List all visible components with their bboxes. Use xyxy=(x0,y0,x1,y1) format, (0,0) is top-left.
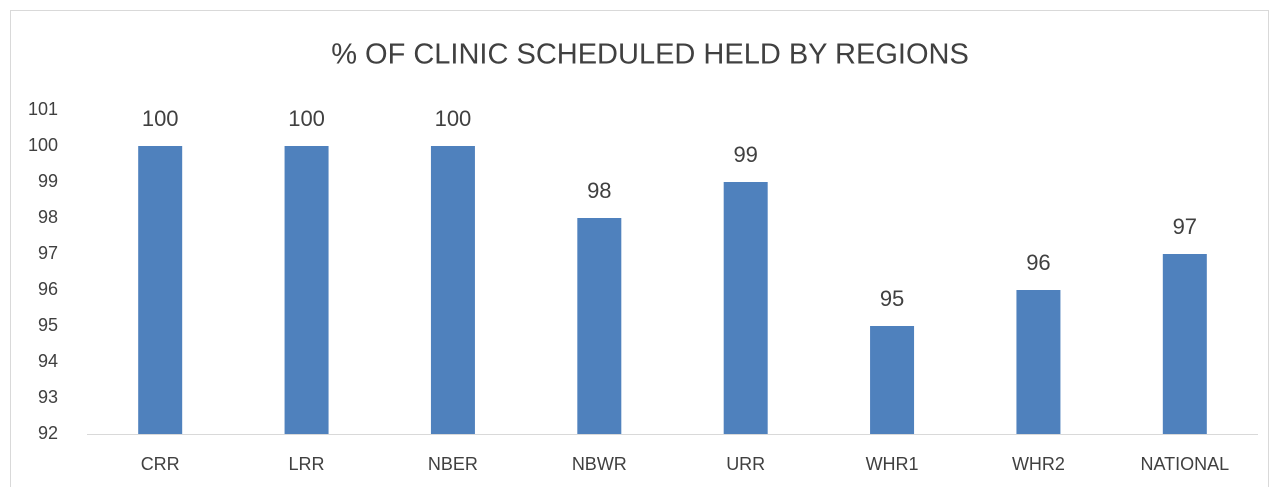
data-label: 98 xyxy=(587,178,611,203)
data-label: 100 xyxy=(435,106,472,131)
bar xyxy=(577,218,622,434)
x-tick-label: NBER xyxy=(428,454,478,474)
y-tick-label: 99 xyxy=(38,171,58,191)
chart-border xyxy=(10,10,1269,487)
x-tick-label: WHR2 xyxy=(1012,454,1065,474)
x-tick-label: CRR xyxy=(141,454,180,474)
data-label: 100 xyxy=(142,106,179,131)
data-label: 96 xyxy=(1026,250,1050,275)
data-label: 95 xyxy=(880,286,904,311)
y-tick-label: 95 xyxy=(38,315,58,335)
bar xyxy=(284,146,329,434)
bar xyxy=(1016,290,1061,434)
y-tick-label: 97 xyxy=(38,243,58,263)
data-label: 99 xyxy=(733,142,757,167)
x-tick-label: LRR xyxy=(289,454,325,474)
bar xyxy=(138,146,183,434)
x-tick-label: NATIONAL xyxy=(1140,454,1229,474)
x-tick-label: NBWR xyxy=(572,454,627,474)
bar xyxy=(1162,254,1207,434)
y-tick-label: 93 xyxy=(38,387,58,407)
y-tick-label: 92 xyxy=(38,423,58,443)
chart-title: % OF CLINIC SCHEDULED HELD BY REGIONS xyxy=(331,39,969,71)
y-tick-label: 98 xyxy=(38,207,58,227)
x-tick-label: WHR1 xyxy=(866,454,919,474)
bar xyxy=(870,326,915,434)
y-tick-label: 100 xyxy=(28,135,58,155)
y-tick-label: 101 xyxy=(28,99,58,119)
bar xyxy=(723,182,768,434)
data-label: 100 xyxy=(288,106,325,131)
bar xyxy=(430,146,475,434)
x-tick-label: URR xyxy=(726,454,765,474)
y-tick-label: 94 xyxy=(38,351,58,371)
data-label: 97 xyxy=(1173,214,1197,239)
y-tick-label: 96 xyxy=(38,279,58,299)
